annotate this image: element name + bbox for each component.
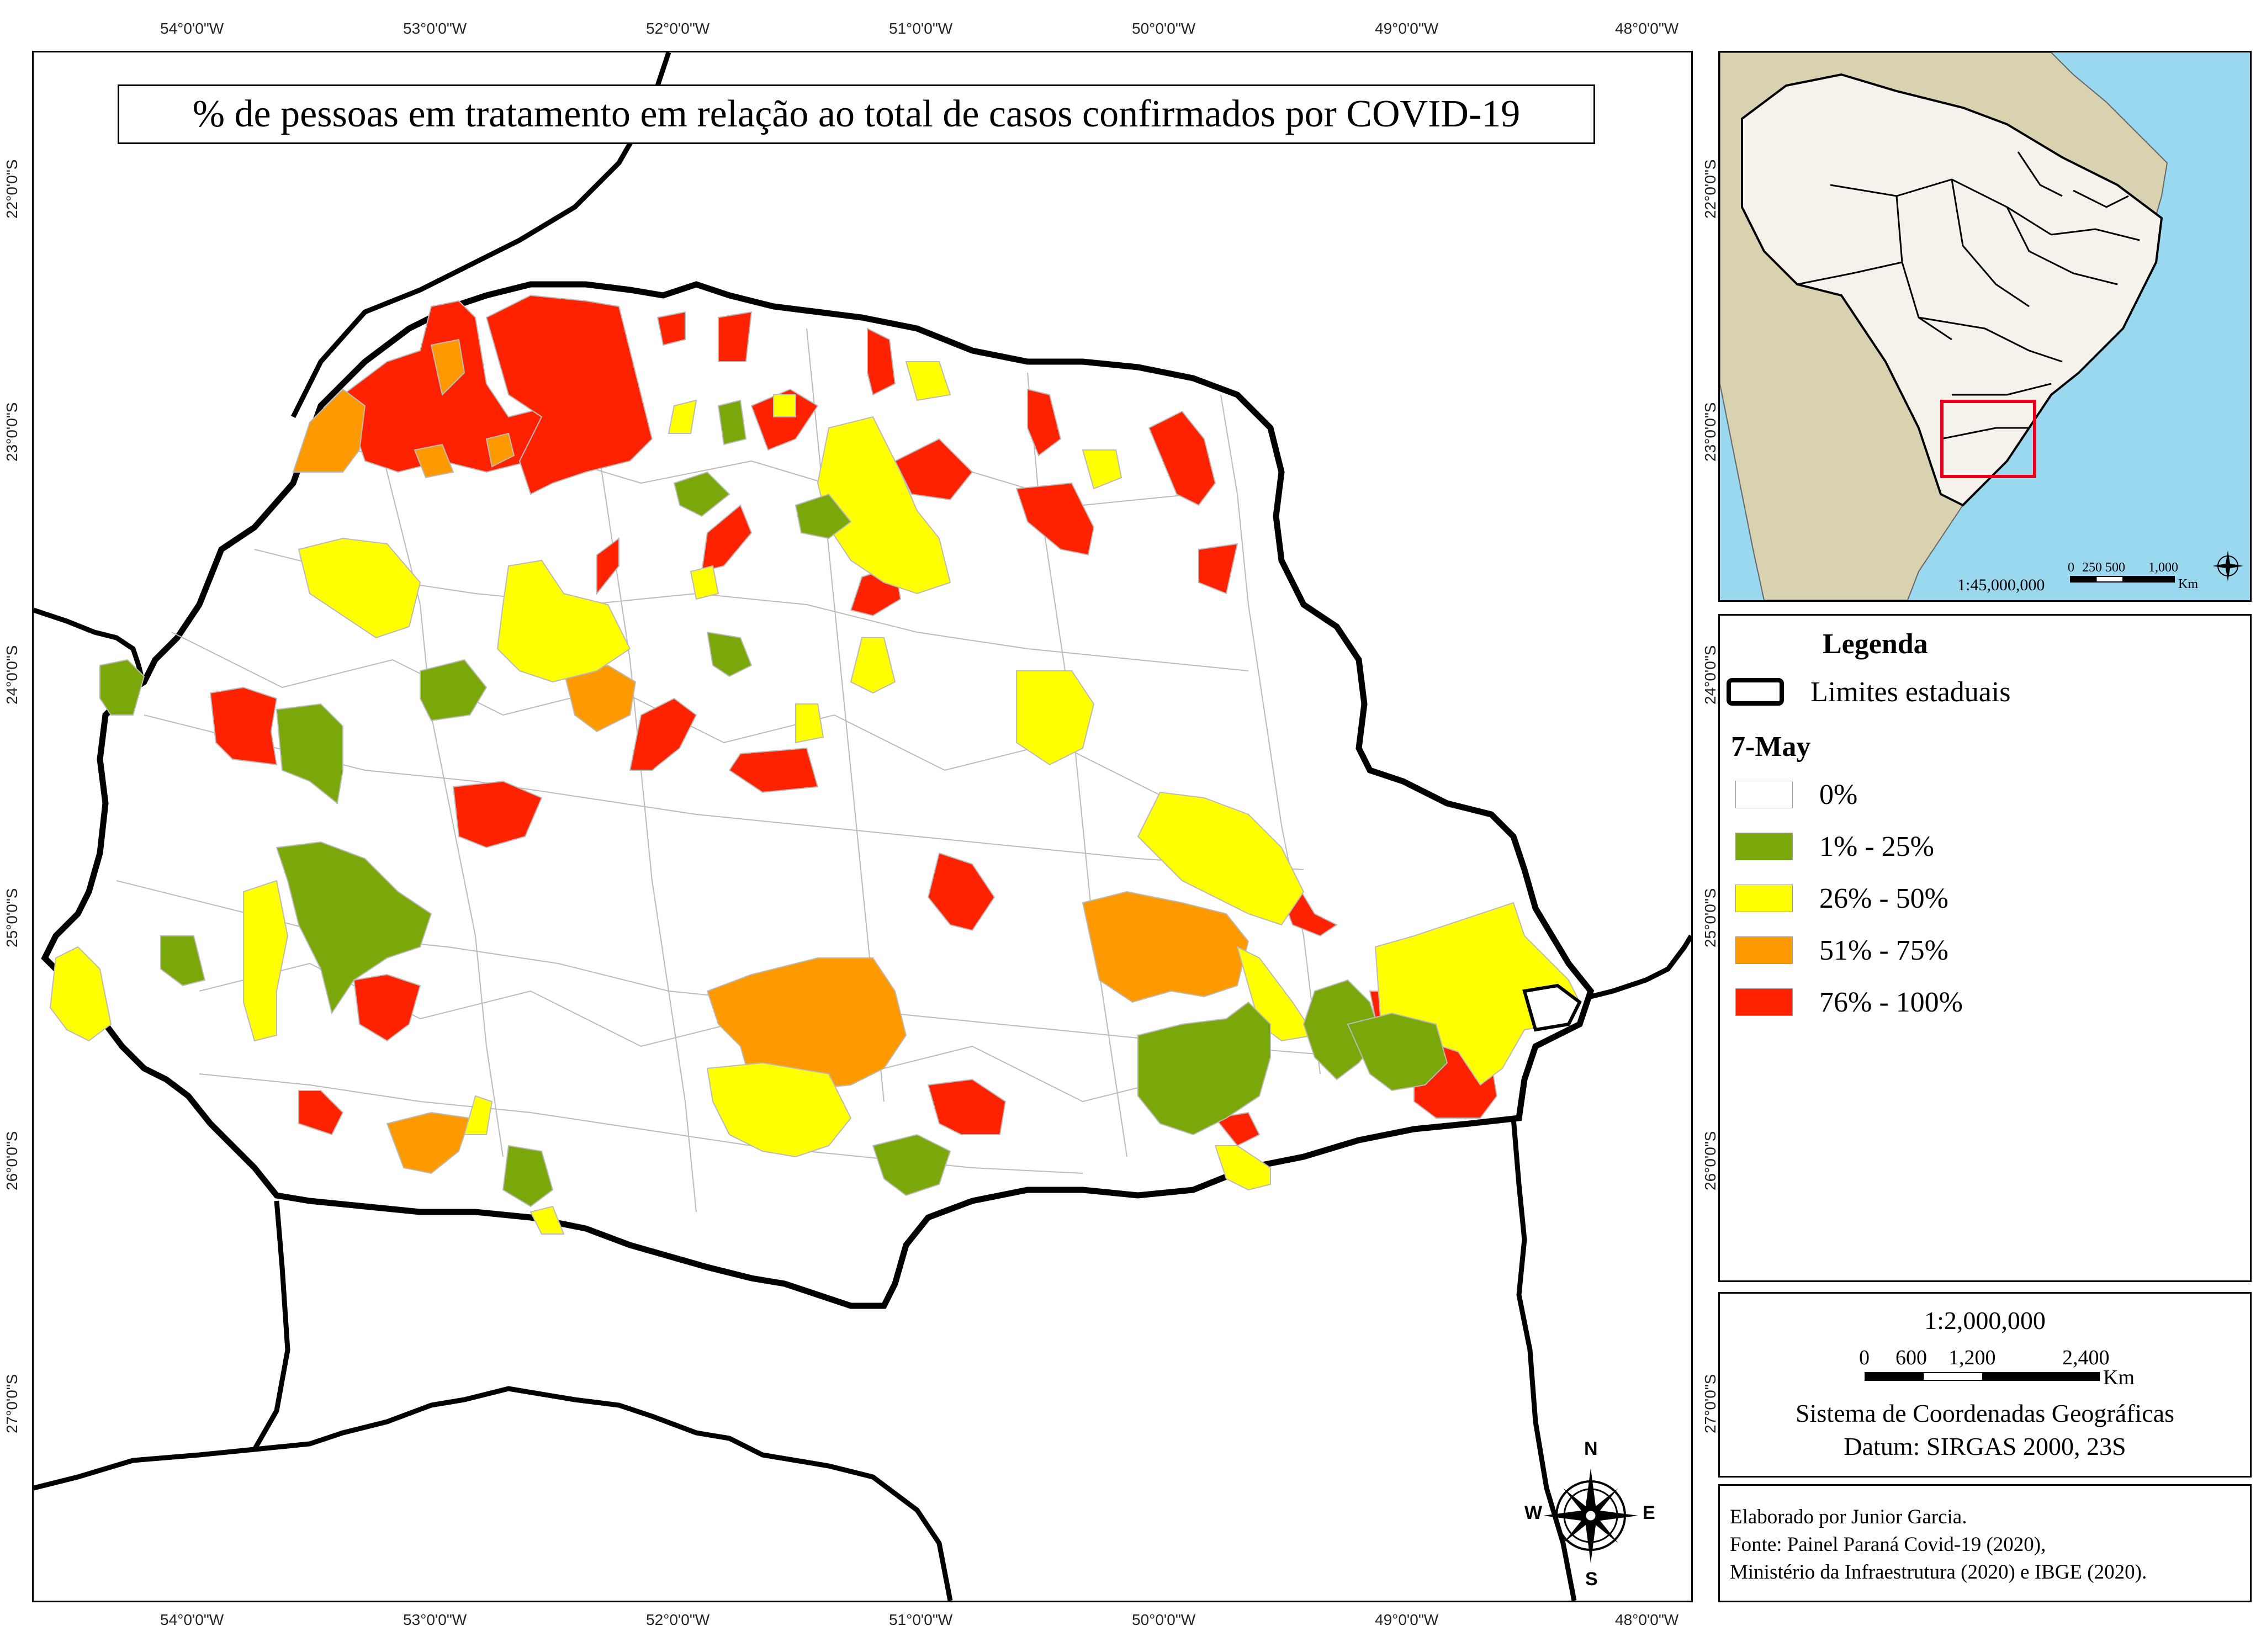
compass-n: N (1584, 1438, 1598, 1459)
legend-class-4: 76% - 100% (1735, 987, 1963, 1018)
bottom-coord-6: 48°0'0"W (1615, 1611, 1679, 1628)
red-municipalities (66, 294, 1498, 1147)
main-map-svg (34, 52, 1691, 1601)
compass-rose-icon (1543, 1468, 1638, 1563)
inset-compass-icon (2212, 550, 2243, 581)
middle-coord-3: 25°0'0"S (1702, 888, 1719, 947)
scale-panel: 1:2,000,000 0 600 1,200 2,400 Km Sistema… (1718, 1292, 2252, 1478)
inset-tick-3: 1,000 (2148, 560, 2178, 575)
top-coord-6: 48°0'0"W (1615, 20, 1679, 37)
credits-panel: Elaborado por Junior Garcia. Fonte: Pain… (1718, 1484, 2252, 1602)
top-coord-4: 50°0'0"W (1132, 20, 1196, 37)
left-coord-3: 25°0'0"S (3, 888, 20, 947)
inset-map-frame[interactable]: 1:45,000,000 0 250 500 1,000 Km (1718, 51, 2252, 602)
compass-rose: N S W E (1524, 1438, 1657, 1593)
scale-tick-0: 0 (1859, 1346, 1870, 1369)
bottom-coord-5: 49°0'0"W (1375, 1611, 1439, 1628)
legend-swatch-0 (1735, 781, 1793, 808)
map-title-box: % de pessoas em tratamento em relação ao… (118, 84, 1595, 144)
legend-label-0: 0% (1819, 779, 1858, 811)
top-coord-2: 52°0'0"W (646, 20, 710, 37)
inset-map-svg (1720, 52, 2168, 600)
scale-tick-1: 600 (1895, 1346, 1927, 1369)
ms-west-border (34, 607, 147, 689)
yellow-municipalities (49, 361, 1581, 1235)
legend-label-1: 1% - 25% (1819, 830, 1934, 862)
legend-label-3: 51% - 75% (1819, 934, 1948, 966)
top-coord-3: 51°0'0"W (889, 20, 953, 37)
left-coord-2: 24°0'0"S (3, 645, 20, 705)
legend-date: 7-May (1731, 731, 1811, 763)
legend-swatch-1 (1735, 833, 1793, 860)
middle-coord-5: 27°0'0"S (1702, 1374, 1719, 1433)
credit-line-1: Elaborado por Junior Garcia. (1730, 1506, 1967, 1528)
middle-coord-1: 23°0'0"S (1702, 402, 1719, 462)
inset-tick-2: 500 (2105, 560, 2125, 575)
map-title: % de pessoas em tratamento em relação ao… (192, 93, 1521, 135)
credit-line-2: Fonte: Painel Paraná Covid-19 (2020), (1730, 1533, 2046, 1556)
top-coord-0: 54°0'0"W (160, 20, 224, 37)
green-municipalities (99, 399, 1448, 1208)
main-map-frame[interactable]: % de pessoas em tratamento em relação ao… (32, 51, 1693, 1602)
bottom-coord-1: 53°0'0"W (403, 1611, 467, 1628)
scale-ratio: 1:2,000,000 (1924, 1306, 2046, 1335)
top-coord-5: 49°0'0"W (1375, 20, 1439, 37)
legend-boundary-row: Limites estaduais (1727, 676, 2011, 708)
ms-sp-border (290, 52, 671, 419)
scale-bar (1865, 1372, 2100, 1381)
inset-scale: 1:45,000,000 0 250 500 1,000 Km (1957, 560, 2244, 594)
inset-scale-unit: Km (2178, 577, 2198, 591)
legend-label-2: 26% - 50% (1819, 882, 1948, 914)
bottom-coord-2: 52°0'0"W (646, 1611, 710, 1628)
orange-municipalities (292, 338, 1249, 1174)
crs-line-1: Sistema de Coordenadas Geográficas (1796, 1399, 2174, 1427)
inset-tick-0: 0 (2068, 560, 2074, 575)
legend-heading: Legenda (1823, 628, 1928, 660)
brazil (1741, 73, 2163, 507)
compass-w: W (1524, 1502, 1543, 1523)
legend-class-3: 51% - 75% (1735, 935, 1948, 966)
middle-coord-4: 26°0'0"S (1702, 1131, 1719, 1190)
scale-unit: Km (2103, 1366, 2135, 1389)
legend-class-1: 1% - 25% (1735, 831, 1934, 862)
inset-highlight (1940, 400, 2036, 478)
legend-swatch-2 (1735, 885, 1793, 912)
left-coord-0: 22°0'0"S (3, 159, 20, 219)
compass-s: S (1585, 1569, 1598, 1590)
middle-coord-2: 24°0'0"S (1702, 645, 1719, 705)
boundary-label: Limites estaduais (1810, 676, 2011, 708)
bay (1522, 983, 1582, 1032)
legend-label-4: 76% - 100% (1819, 986, 1963, 1018)
crs-line-2: Datum: SIRGAS 2000, 23S (1844, 1432, 2126, 1460)
top-coord-1: 53°0'0"W (403, 20, 467, 37)
compass-e: E (1643, 1502, 1655, 1523)
bottom-coord-0: 54°0'0"W (160, 1611, 224, 1628)
sc-border-south (34, 1386, 953, 1601)
bottom-coord-3: 51°0'0"W (889, 1611, 953, 1628)
legend-panel: Legenda Limites estaduais 7-May 0% 1% - … (1718, 614, 2252, 1282)
inset-scale-text: 1:45,000,000 (1957, 576, 2045, 594)
left-coord-1: 23°0'0"S (3, 402, 20, 462)
legend-class-2: 26% - 50% (1735, 883, 1948, 914)
inset-scale-bar (2070, 576, 2175, 583)
credit-line-3: Ministério da Infraestrutura (2020) e IB… (1730, 1561, 2147, 1584)
inset-tick-1: 250 (2082, 560, 2102, 575)
legend-swatch-3 (1735, 936, 1793, 964)
middle-coord-0: 22°0'0"S (1702, 159, 1719, 219)
scale-tick-3: 2,400 (2062, 1346, 2110, 1369)
left-coord-5: 27°0'0"S (3, 1374, 20, 1433)
legend-class-0: 0% (1735, 779, 1858, 811)
sc-border-west (252, 1200, 290, 1451)
boundary-swatch (1727, 678, 1784, 706)
scale-tick-2: 1,200 (1948, 1346, 1996, 1369)
legend-swatch-4 (1735, 988, 1793, 1016)
brazil-states (1797, 151, 2140, 440)
bottom-coord-4: 50°0'0"W (1132, 1611, 1196, 1628)
left-coord-4: 26°0'0"S (3, 1131, 20, 1190)
